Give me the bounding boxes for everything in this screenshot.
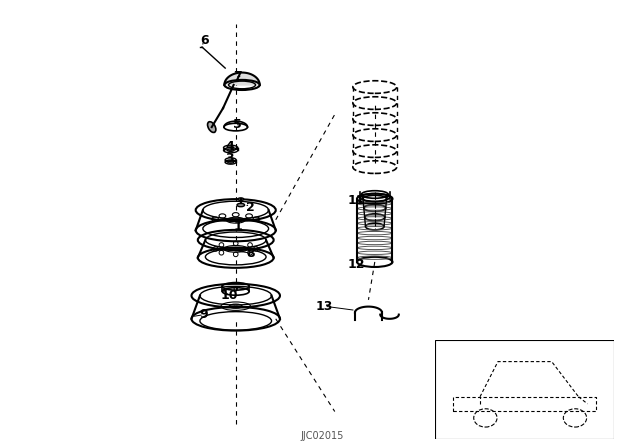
- Text: 4: 4: [225, 139, 234, 153]
- Text: 10: 10: [221, 289, 238, 302]
- Text: 12: 12: [347, 258, 365, 271]
- Text: 3: 3: [225, 152, 234, 165]
- Ellipse shape: [238, 198, 244, 200]
- Text: 7: 7: [234, 70, 242, 83]
- Text: 5: 5: [234, 118, 242, 131]
- Text: 8: 8: [246, 247, 255, 260]
- Ellipse shape: [207, 122, 216, 133]
- Text: JJC02015: JJC02015: [300, 431, 344, 441]
- Text: 9: 9: [200, 308, 209, 321]
- Text: 6: 6: [200, 34, 209, 47]
- Polygon shape: [225, 73, 260, 85]
- Text: 2: 2: [246, 201, 255, 214]
- Text: 1: 1: [234, 220, 242, 233]
- Ellipse shape: [237, 203, 244, 207]
- Text: 13: 13: [316, 300, 333, 313]
- Text: 11: 11: [347, 194, 365, 207]
